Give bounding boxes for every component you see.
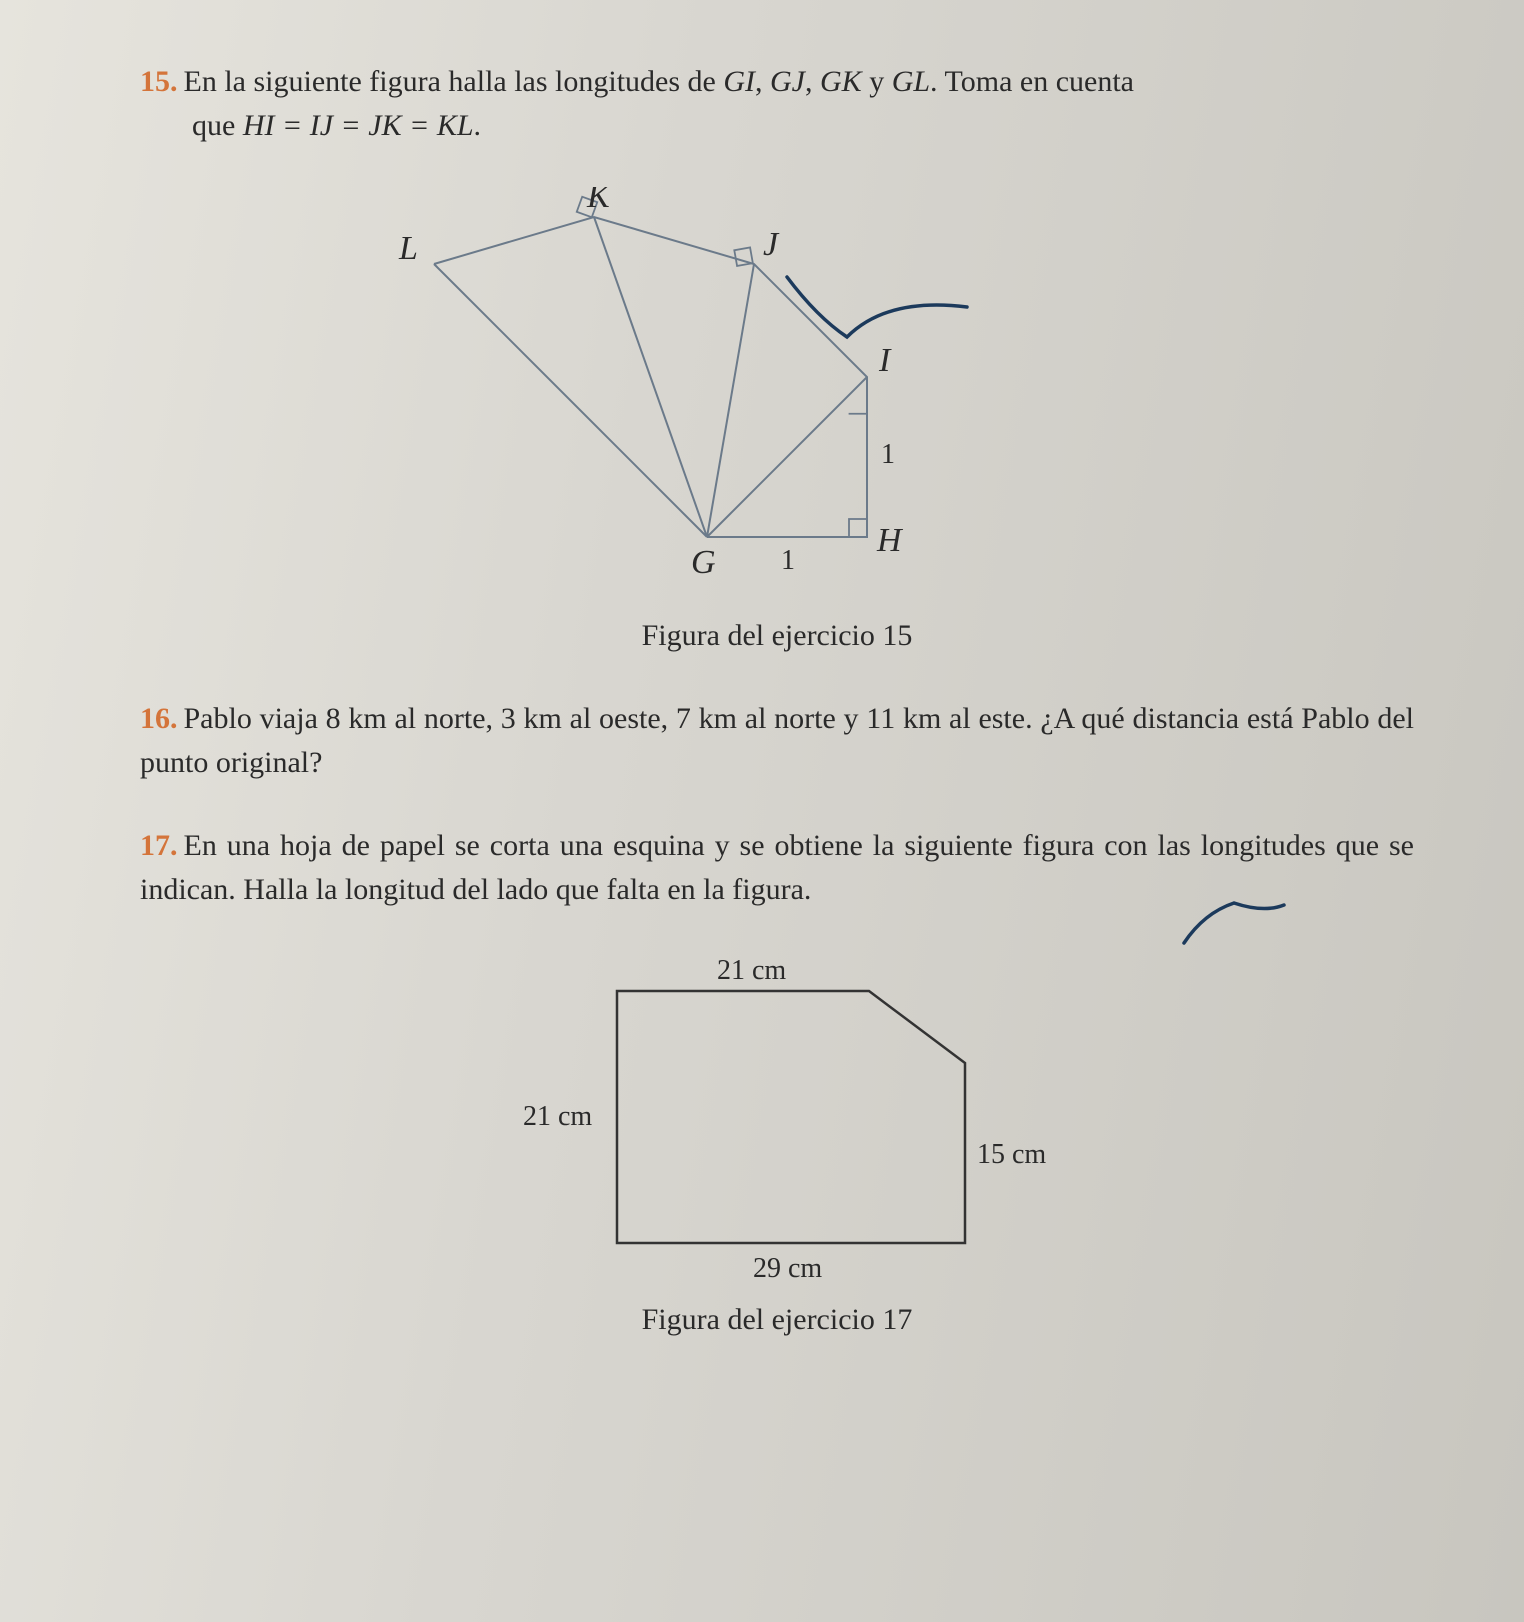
p15-seg-gl: GL <box>892 65 930 98</box>
p15-seg-gj: GJ <box>770 65 805 98</box>
label-right: 15 cm <box>977 1139 1046 1170</box>
line-gl <box>434 264 707 537</box>
label-k: K <box>586 187 612 215</box>
page: 15.En la siguiente figura halla las long… <box>0 0 1524 1622</box>
problem-16-text: 16.Pablo viaja 8 km al norte, 3 km al oe… <box>140 697 1414 784</box>
p15-period: . <box>474 109 482 142</box>
ink-mark-17 <box>1174 895 1294 955</box>
problem-number-16: 16. <box>140 702 178 735</box>
label-g: G <box>691 544 716 581</box>
label-left: 21 cm <box>523 1101 592 1132</box>
problem-number-17: 17. <box>140 829 178 862</box>
p15-text-b: . Toma en cuenta <box>930 65 1134 98</box>
p15-comma1: , <box>755 65 770 98</box>
figure-17-caption: Figura del ejercicio 17 <box>140 1303 1414 1337</box>
p15-eq: HI = IJ = JK = KL <box>243 109 474 142</box>
p15-and: y <box>862 65 892 98</box>
p15-comma2: , <box>805 65 820 98</box>
label-i: I <box>878 342 892 379</box>
problem-number-15: 15. <box>140 65 178 98</box>
ink-mark-j <box>787 277 967 337</box>
figure-15-svg: K J I H G L 1 1 <box>387 187 1167 607</box>
label-top: 21 cm <box>717 955 786 986</box>
label-bottom: 29 cm <box>753 1253 822 1284</box>
p15-seg-gi: GI <box>723 65 755 98</box>
right-angle-i <box>849 395 877 423</box>
label-h: H <box>876 522 904 559</box>
line-gk <box>594 217 707 537</box>
p15-text-a: En la siguiente figura halla las longitu… <box>184 65 724 98</box>
figure-15-wrap: K J I H G L 1 1 <box>140 187 1414 607</box>
label-one-hi: 1 <box>881 439 895 470</box>
right-angle-h <box>849 519 867 537</box>
problem-15-text: 15.En la siguiente figura halla las long… <box>140 60 1414 104</box>
problem-15-line2: que HI = IJ = JK = KL. <box>140 104 1414 148</box>
label-l: L <box>398 230 418 267</box>
problem-16: 16.Pablo viaja 8 km al norte, 3 km al oe… <box>140 697 1414 784</box>
p16-text: Pablo viaja 8 km al norte, 3 km al oeste… <box>140 702 1414 779</box>
p15-line2a: que <box>192 109 243 142</box>
figure-15-caption: Figura del ejercicio 15 <box>140 619 1414 653</box>
problem-15: 15.En la siguiente figura halla las long… <box>140 60 1414 147</box>
pentagon-shape <box>617 991 965 1243</box>
figure-17-wrap: 21 cm 21 cm 29 cm 15 cm <box>140 951 1414 1291</box>
right-angle-j-box <box>734 247 753 266</box>
p15-seg-gk: GK <box>820 65 862 98</box>
label-one-gh: 1 <box>781 545 795 576</box>
label-j: J <box>763 226 780 263</box>
figure-17-svg: 21 cm 21 cm 29 cm 15 cm <box>457 951 1097 1291</box>
